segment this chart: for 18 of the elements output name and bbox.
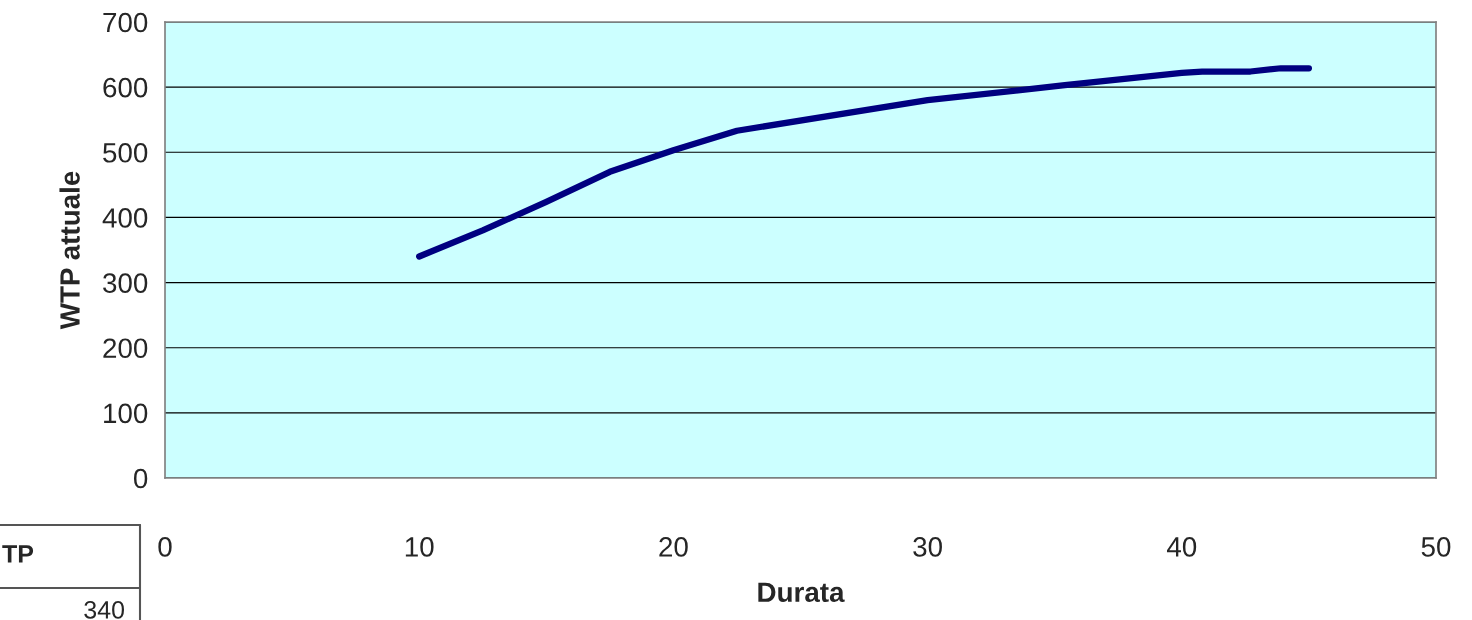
x-tick-label: 0 xyxy=(158,537,172,557)
x-tick-label: 30 xyxy=(913,537,942,557)
y-tick-label: 300 xyxy=(103,273,148,293)
y-tick-label: 600 xyxy=(103,77,148,98)
x-axis-title: Durata xyxy=(758,582,845,603)
y-tick-label: 700 xyxy=(103,12,148,33)
x-tick-label: 50 xyxy=(1421,537,1451,557)
x-tick-label: 10 xyxy=(405,537,434,557)
y-tick-label: 500 xyxy=(103,142,148,163)
x-tick-label: 40 xyxy=(1166,537,1197,557)
y-tick-label: 200 xyxy=(103,338,148,359)
x-tick-label: 20 xyxy=(659,537,688,557)
text: 340 xyxy=(84,601,125,619)
y-tick-label: 400 xyxy=(102,208,148,228)
y-tick-label: 100 xyxy=(104,403,148,424)
text: TP xyxy=(2,545,34,563)
y-axis-title: WTP attuale xyxy=(59,171,80,330)
y-tick-label: 0 xyxy=(133,468,148,489)
